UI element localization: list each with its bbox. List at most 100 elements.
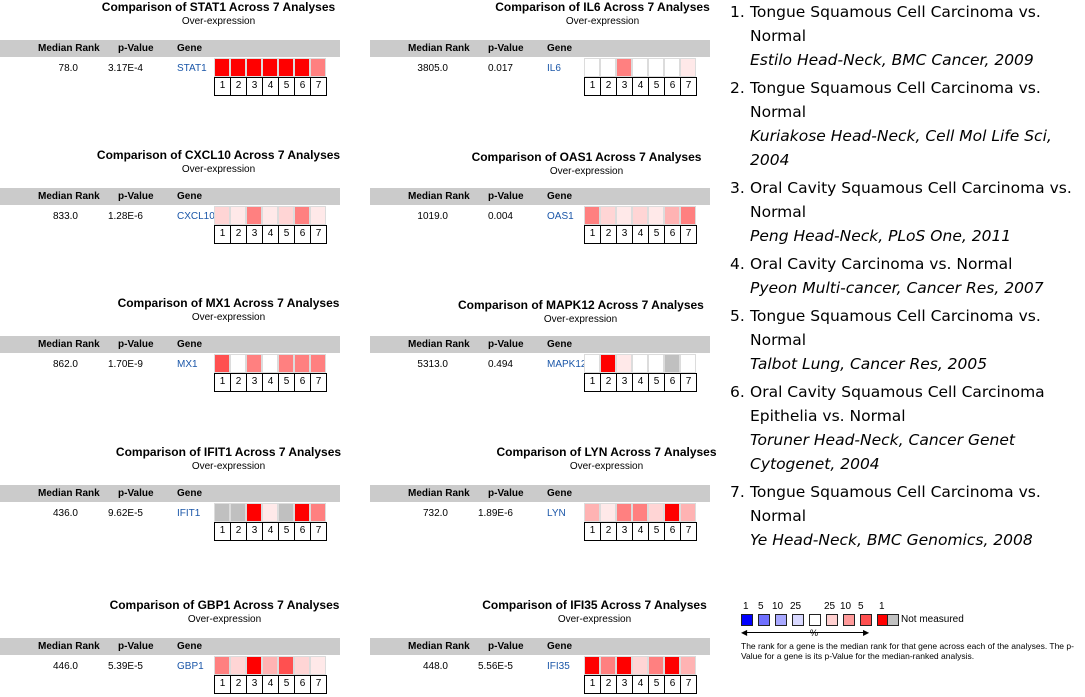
analysis-number: 2 bbox=[601, 374, 617, 391]
p-value-value: 1.70E-9 bbox=[107, 359, 143, 370]
analysis-number-label: 7. bbox=[730, 483, 745, 501]
analysis-number: 4 bbox=[633, 374, 649, 391]
gene-link[interactable]: CXCL10 bbox=[177, 211, 215, 222]
analysis-number: 4 bbox=[263, 676, 279, 693]
heatmap-cell bbox=[584, 503, 600, 522]
gene-header: Gene bbox=[177, 43, 203, 54]
heatmap-cell bbox=[632, 354, 648, 373]
scale-label: 5 bbox=[858, 601, 864, 612]
heatmap-cell bbox=[600, 354, 616, 373]
gene-link[interactable]: IL6 bbox=[547, 63, 561, 74]
analysis-number-label: 4. bbox=[730, 255, 745, 273]
panel-subtitle: Over-expression bbox=[557, 614, 632, 625]
panel-title: Comparison of IL6 Across 7 Analyses bbox=[495, 0, 710, 14]
heatmap-cell bbox=[230, 354, 246, 373]
gene-link[interactable]: IFI35 bbox=[547, 661, 570, 672]
p-value-header: p-Value bbox=[488, 191, 524, 202]
p-value-header: p-Value bbox=[488, 488, 524, 499]
p-value-value: 0.494 bbox=[487, 359, 513, 370]
heatmap-cell bbox=[214, 58, 230, 77]
heatmap-cell bbox=[680, 503, 696, 522]
scale-label: 5 bbox=[758, 601, 764, 612]
heatmap-cell bbox=[584, 656, 600, 675]
heatmap-cell bbox=[648, 354, 664, 373]
analysis-number: 7 bbox=[311, 226, 327, 243]
analysis-reference: Estilo Head-Neck, BMC Cancer, 2009 bbox=[750, 51, 1034, 69]
column-header-bar: Median Rank p-Value Gene bbox=[370, 485, 710, 502]
heatmap-cell bbox=[230, 656, 246, 675]
gene-link[interactable]: MAPK12 bbox=[547, 359, 587, 370]
analysis-number: 3 bbox=[617, 78, 633, 95]
comparison-panel-gbp1: Comparison of GBP1 Across 7 Analyses Ove… bbox=[0, 598, 340, 697]
analysis-number: 3 bbox=[247, 374, 263, 391]
scale-swatch bbox=[758, 614, 770, 626]
heatmap-cell bbox=[262, 503, 278, 522]
panel-subtitle: Over-expression bbox=[187, 614, 262, 625]
analysis-number-label: 5. bbox=[730, 307, 745, 325]
scale-label: 10 bbox=[840, 601, 852, 612]
analysis-number: 6 bbox=[665, 226, 681, 243]
p-value-value: 3.17E-4 bbox=[107, 63, 143, 74]
p-value-header: p-Value bbox=[118, 641, 154, 652]
gene-link[interactable]: OAS1 bbox=[547, 211, 574, 222]
analysis-number: 7 bbox=[311, 78, 327, 95]
scale-label: 1 bbox=[879, 601, 885, 612]
panel-title: Comparison of OAS1 Across 7 Analyses bbox=[471, 150, 702, 164]
p-value-value: 1.89E-6 bbox=[477, 508, 513, 519]
p-value-value: 5.39E-5 bbox=[107, 661, 143, 672]
analysis-number: 6 bbox=[295, 226, 311, 243]
analysis-number: 1 bbox=[585, 374, 601, 391]
heatmap-cell bbox=[294, 206, 310, 225]
heatmap-cell bbox=[680, 206, 696, 225]
comparison-panel-ifit1: Comparison of IFIT1 Across 7 Analyses Ov… bbox=[0, 445, 341, 575]
column-header-bar: Median Rank p-Value Gene bbox=[370, 40, 710, 57]
heatmap-cell bbox=[664, 656, 680, 675]
analysis-description: Tongue Squamous Cell Carcinoma vs. Norma… bbox=[750, 307, 1041, 349]
analysis-item: 2. Tongue Squamous Cell Carcinoma vs. Nor… bbox=[730, 76, 1080, 172]
analysis-number: 4 bbox=[263, 523, 279, 540]
gene-link[interactable]: STAT1 bbox=[177, 63, 207, 74]
panel-title: Comparison of STAT1 Across 7 Analyses bbox=[101, 0, 336, 14]
scale-label: 1 bbox=[743, 601, 749, 612]
panel-title: Comparison of IFI35 Across 7 Analyses bbox=[482, 598, 707, 612]
p-value-header: p-Value bbox=[118, 339, 154, 350]
median-rank-value: 446.0 bbox=[52, 661, 78, 672]
panel-title: Comparison of GBP1 Across 7 Analyses bbox=[109, 598, 340, 612]
heatmap-cell bbox=[632, 206, 648, 225]
gene-link[interactable]: GBP1 bbox=[177, 661, 204, 672]
analysis-number-label: 1. bbox=[730, 3, 745, 21]
p-value-header: p-Value bbox=[118, 191, 154, 202]
column-header-bar: Median Rank p-Value Gene bbox=[0, 638, 340, 655]
gene-header: Gene bbox=[177, 191, 203, 202]
gene-header: Gene bbox=[177, 641, 203, 652]
heatmap-cell bbox=[310, 503, 326, 522]
gene-header: Gene bbox=[177, 339, 203, 350]
analysis-number: 5 bbox=[279, 523, 295, 540]
analysis-item: 1. Tongue Squamous Cell Carcinoma vs. Nor… bbox=[730, 0, 1080, 72]
scale-swatch bbox=[741, 614, 753, 626]
gene-link[interactable]: LYN bbox=[547, 508, 566, 519]
gene-link[interactable]: MX1 bbox=[177, 359, 198, 370]
comparison-panel-mx1: Comparison of MX1 Across 7 Analyses Over… bbox=[0, 296, 340, 426]
comparison-panel-ifi35: Comparison of IFI35 Across 7 Analyses Ov… bbox=[370, 598, 710, 697]
analysis-number: 2 bbox=[231, 226, 247, 243]
analysis-number: 6 bbox=[295, 676, 311, 693]
analysis-number: 2 bbox=[601, 676, 617, 693]
gene-link[interactable]: IFIT1 bbox=[177, 508, 201, 519]
analysis-item: 5. Tongue Squamous Cell Carcinoma vs. Nor… bbox=[730, 304, 1080, 376]
heatmap-cell bbox=[246, 656, 262, 675]
heatmap-cell bbox=[294, 58, 310, 77]
heatmap-cell bbox=[680, 354, 696, 373]
analysis-number: 1 bbox=[585, 523, 601, 540]
analysis-number: 2 bbox=[231, 374, 247, 391]
median-rank-header: Median Rank bbox=[408, 191, 470, 202]
column-header-bar: Median Rank p-Value Gene bbox=[0, 40, 340, 57]
analysis-number: 4 bbox=[633, 226, 649, 243]
scale-swatch bbox=[775, 614, 787, 626]
rank-heatmap-cells bbox=[584, 206, 696, 225]
median-rank-value: 1019.0 bbox=[417, 211, 448, 222]
median-rank-header: Median Rank bbox=[408, 641, 470, 652]
